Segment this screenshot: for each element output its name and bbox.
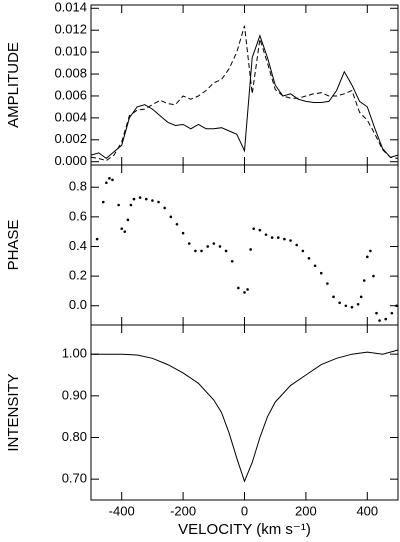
phase-point	[289, 239, 292, 242]
phase-point	[378, 319, 381, 322]
phase-point	[270, 236, 274, 239]
phase-point	[384, 317, 388, 321]
phase-point	[129, 203, 133, 207]
y-tick-label: 0.0	[69, 297, 87, 312]
y-tick-label: 0.002	[54, 131, 87, 146]
panel-frame	[90, 164, 399, 326]
phase-point	[138, 196, 142, 199]
phase-point	[366, 255, 369, 259]
phase-point	[95, 237, 99, 241]
phase-point	[307, 257, 311, 260]
phase-point	[301, 249, 305, 253]
phase-point	[276, 236, 280, 239]
line-series	[91, 349, 399, 483]
phase-point	[372, 274, 375, 278]
phase-point	[295, 243, 298, 247]
phase-point	[105, 181, 108, 185]
y-tick-label: 0.000	[54, 153, 87, 168]
y-tick-label: 0.70	[62, 471, 87, 486]
phase-point	[111, 178, 114, 182]
phase-point	[123, 230, 127, 233]
y-tick-label: 0.6	[69, 208, 87, 223]
phase-point	[117, 203, 120, 207]
phase-point	[243, 291, 246, 294]
phase-point	[230, 259, 234, 263]
phase-point	[249, 248, 252, 251]
phase-point	[206, 245, 209, 248]
y-axis-label: PHASE	[5, 220, 22, 271]
phase-point	[350, 305, 354, 309]
y-tick-label: 0.008	[54, 65, 87, 80]
phase-point	[338, 301, 341, 305]
phase-point	[258, 228, 262, 232]
phase-point	[175, 222, 179, 226]
line-series	[90, 34, 399, 160]
phase-point	[359, 295, 363, 299]
y-tick-label: 0.8	[69, 179, 87, 194]
y-tick-label: 0.2	[69, 268, 87, 283]
phase-point	[194, 249, 197, 253]
phase-point	[169, 215, 173, 219]
phase-point	[120, 227, 123, 231]
x-axis-label: VELOCITY (km s⁻¹)	[178, 521, 311, 538]
phase-point	[163, 206, 166, 210]
y-tick-label: 1.00	[62, 346, 87, 361]
line-series	[90, 25, 399, 162]
phase-point	[313, 264, 317, 268]
x-tick-label: -200	[170, 503, 196, 518]
y-tick-label: 0.004	[54, 109, 87, 124]
phase-point	[187, 242, 191, 245]
y-tick-label: 0.010	[54, 44, 87, 59]
phase-point	[108, 177, 111, 180]
phase-point	[264, 233, 268, 236]
phase-point	[200, 249, 203, 253]
x-tick-label: -400	[109, 503, 135, 518]
x-tick-label: 400	[356, 503, 378, 518]
phase-point	[332, 295, 335, 299]
phase-point	[224, 249, 228, 253]
phase-point	[246, 288, 249, 291]
phase-point	[326, 282, 329, 285]
phase-point	[126, 218, 130, 222]
phase-point	[319, 271, 323, 275]
y-axis-label: INTENSITY	[5, 373, 22, 451]
phase-point	[151, 199, 154, 202]
phase-point	[237, 286, 240, 290]
y-tick-label: 0.006	[54, 87, 87, 102]
x-tick-label: 200	[295, 503, 317, 518]
phase-point	[362, 279, 366, 282]
phase-point	[395, 304, 398, 308]
phase-point	[212, 242, 216, 245]
phase-point	[181, 231, 185, 235]
y-tick-label: 0.012	[54, 22, 87, 37]
phase-point	[252, 227, 256, 231]
phase-point	[144, 197, 148, 201]
phase-point	[157, 200, 160, 204]
panel-frame	[90, 324, 399, 501]
phase-point	[344, 304, 348, 308]
phase-point	[369, 249, 372, 253]
x-tick-label: 0	[241, 503, 248, 518]
phase-point	[390, 311, 394, 315]
y-tick-label: 0.90	[62, 387, 87, 402]
y-tick-label: 0.4	[69, 238, 87, 253]
phase-point	[132, 197, 136, 201]
y-tick-label: 0.80	[62, 429, 87, 444]
phase-point	[283, 237, 286, 241]
y-axis-label: AMPLITUDE	[5, 42, 22, 128]
phase-point	[356, 302, 360, 306]
y-tick-label: 0.014	[54, 0, 87, 15]
phase-point	[101, 200, 105, 204]
phase-point	[218, 245, 222, 248]
phase-point	[375, 311, 378, 315]
